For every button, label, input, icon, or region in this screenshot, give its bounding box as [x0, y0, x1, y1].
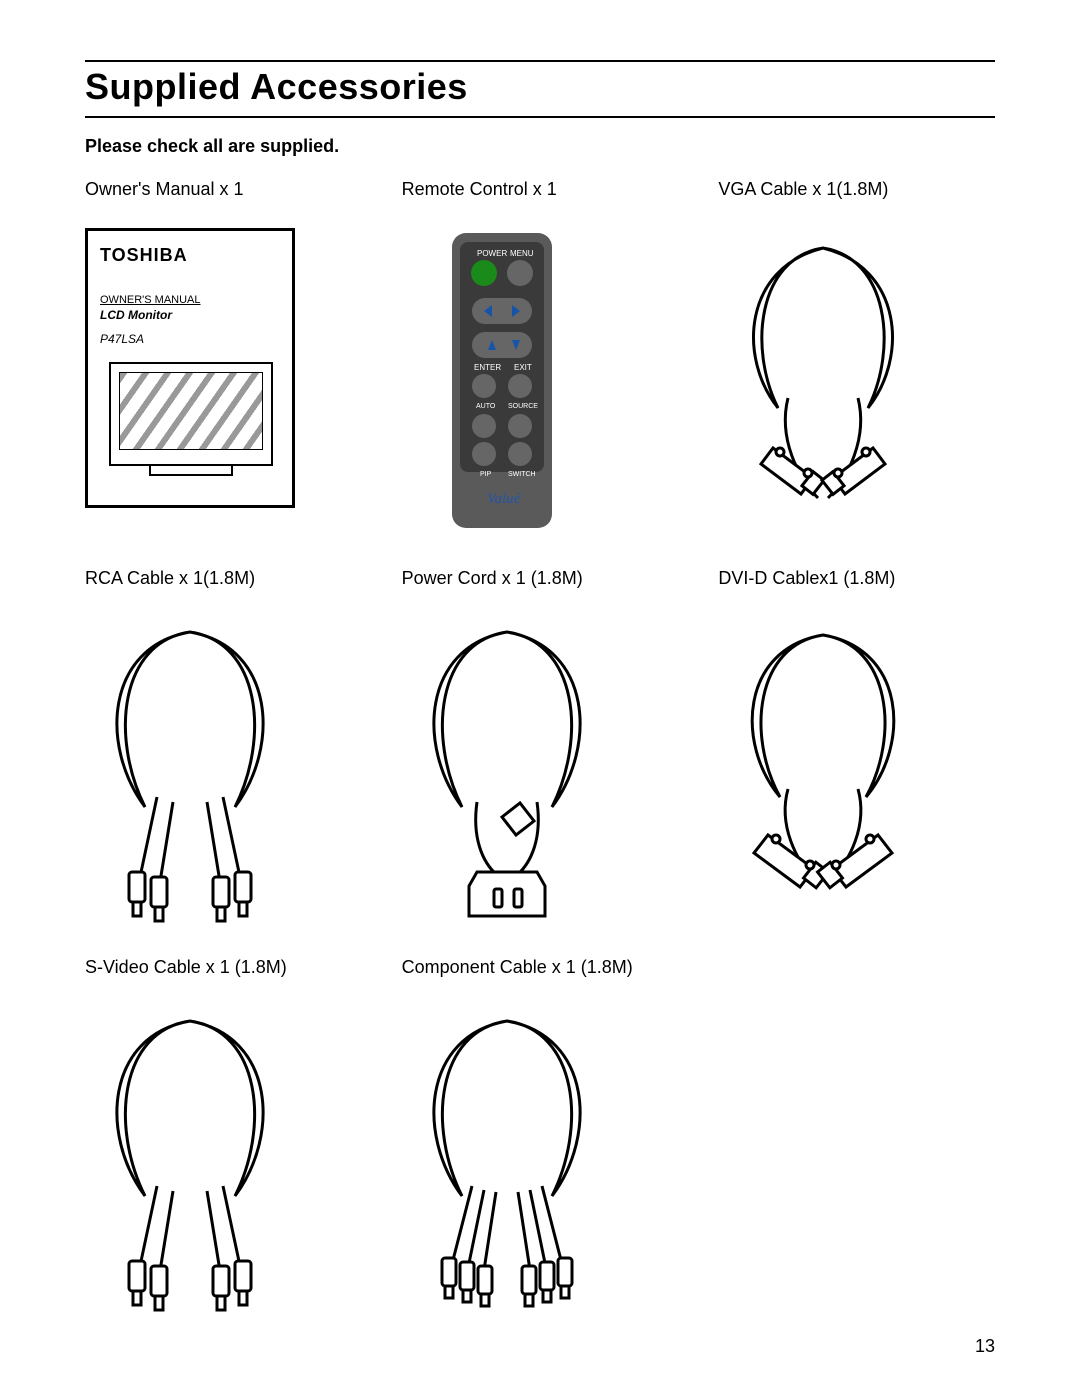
- cell-dvid: DVI-D Cablex1 (1.8M): [718, 568, 995, 927]
- manual-line3: P47LSA: [100, 332, 282, 346]
- monitor-icon: [109, 362, 273, 466]
- manual-line1: OWNER'S MANUAL: [100, 294, 282, 306]
- label-component: Component Cable x 1 (1.8M): [402, 957, 679, 978]
- cell-svideo: S-Video Cable x 1 (1.8M): [85, 957, 362, 1316]
- lbl-menu: MENU: [510, 249, 534, 258]
- subtitle: Please check all are supplied.: [85, 136, 995, 157]
- label-remote: Remote Control x 1: [402, 179, 679, 200]
- brand-text: TOSHIBA: [100, 245, 282, 266]
- title-bar: Supplied Accessories: [85, 60, 995, 118]
- manual-line2: LCD Monitor: [100, 308, 282, 322]
- cell-rca: RCA Cable x 1(1.8M): [85, 568, 362, 927]
- lbl-pip: PIP: [480, 471, 492, 478]
- rca-cable-icon: [85, 617, 295, 927]
- label-dvid: DVI-D Cablex1 (1.8M): [718, 568, 995, 589]
- remote-illustration: POWER MENU ENTER EXIT AUTO SOURCE: [432, 228, 572, 538]
- vga-cable-icon: [718, 228, 928, 538]
- cell-empty: [718, 957, 995, 1316]
- lbl-power: POWER: [477, 249, 507, 258]
- page-number: 13: [975, 1336, 995, 1357]
- lbl-enter: ENTER: [474, 363, 501, 372]
- cell-component: Component Cable x 1 (1.8M): [402, 957, 679, 1316]
- cell-remote: Remote Control x 1 POWER MENU ENTER EXIT: [402, 179, 679, 538]
- cell-power: Power Cord x 1 (1.8M): [402, 568, 679, 927]
- component-cable-icon: [402, 1006, 612, 1316]
- cell-vga: VGA Cable x 1(1.8M): [718, 179, 995, 538]
- label-svideo: S-Video Cable x 1 (1.8M): [85, 957, 362, 978]
- lbl-exit: EXIT: [514, 363, 532, 372]
- label-vga: VGA Cable x 1(1.8M): [718, 179, 995, 200]
- lbl-logo: Valué: [487, 491, 522, 507]
- cell-owners-manual: Owner's Manual x 1 TOSHIBA OWNER'S MANUA…: [85, 179, 362, 538]
- lbl-source: SOURCE: [508, 403, 538, 410]
- lbl-switch: SWITCH: [508, 471, 536, 478]
- power-cord-icon: [402, 617, 612, 927]
- dvid-cable-icon: [718, 617, 928, 927]
- accessories-grid: Owner's Manual x 1 TOSHIBA OWNER'S MANUA…: [85, 179, 995, 1316]
- label-power: Power Cord x 1 (1.8M): [402, 568, 679, 589]
- svideo-cable-icon: [85, 1006, 295, 1316]
- label-owners-manual: Owner's Manual x 1: [85, 179, 362, 200]
- lbl-auto: AUTO: [476, 403, 496, 410]
- label-rca: RCA Cable x 1(1.8M): [85, 568, 362, 589]
- manual-illustration: TOSHIBA OWNER'S MANUAL LCD Monitor P47LS…: [85, 228, 295, 508]
- page-title: Supplied Accessories: [85, 66, 995, 108]
